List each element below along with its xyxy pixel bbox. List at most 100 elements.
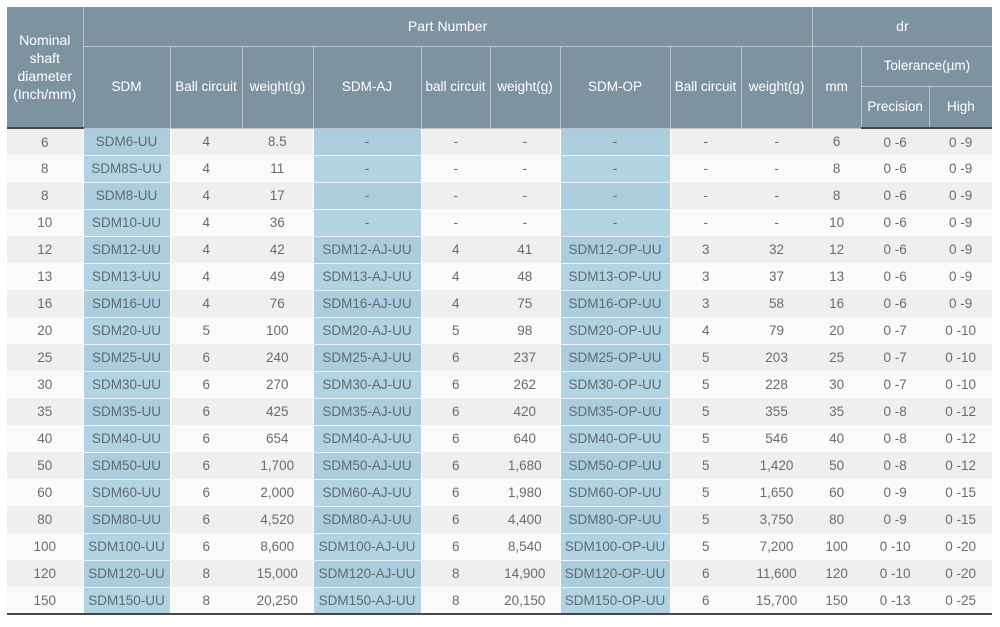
cell-sdm-part: SDM30-UU <box>82 371 171 399</box>
header-sdm-op: SDM-OP <box>559 45 671 129</box>
cell-tolerance-precision: 0 -9 <box>861 506 930 533</box>
cell-sdm-part: SDM40-UU <box>82 425 171 453</box>
table-header: Nominal shaft diameter (Inch/mm) Part Nu… <box>7 7 993 129</box>
cell-weight-sdm: 654 <box>242 425 313 452</box>
cell-weight-aj: - <box>490 209 560 236</box>
cell-tolerance-precision: 0 -6 <box>861 263 930 290</box>
cell-tolerance-precision: 0 -7 <box>861 317 930 344</box>
cell-weight-aj: 75 <box>490 290 560 317</box>
cell-ball-circuit-sdm: 4 <box>170 128 242 155</box>
cell-ball-circuit-sdm: 6 <box>170 371 242 398</box>
cell-tolerance-precision: 0 -6 <box>861 236 930 263</box>
cell-sdm-op-part: SDM16-OP-UU <box>559 290 671 318</box>
cell-mm: 40 <box>812 425 862 452</box>
cell-sdm-op-part: SDM13-OP-UU <box>559 263 671 291</box>
cell-ball-circuit-sdm: 6 <box>170 425 242 452</box>
cell-ball-circuit-op: 5 <box>670 371 741 398</box>
cell-ball-circuit-sdm: 4 <box>170 209 242 236</box>
cell-ball-circuit-op: 3 <box>670 290 741 317</box>
cell-weight-sdm: 425 <box>242 398 313 425</box>
cell-tolerance-high: 0 -15 <box>929 479 993 506</box>
cell-weight-sdm: 2,000 <box>242 479 313 506</box>
cell-tolerance-precision: 0 -13 <box>861 587 930 615</box>
cell-weight-aj: 48 <box>490 263 560 290</box>
cell-ball-circuit-aj: - <box>421 209 490 236</box>
cell-sdm-op-part: - <box>559 155 671 183</box>
header-sdm-aj: SDM-AJ <box>312 45 422 129</box>
cell-nominal-diameter: 10 <box>7 209 83 236</box>
cell-sdm-part: SDM8-UU <box>82 182 171 210</box>
cell-sdm-aj-part: SDM13-AJ-UU <box>312 263 422 291</box>
cell-nominal-diameter: 35 <box>7 398 83 425</box>
cell-mm: 35 <box>812 398 862 425</box>
cell-mm: 25 <box>812 344 862 371</box>
cell-ball-circuit-sdm: 6 <box>170 479 242 506</box>
cell-nominal-diameter: 25 <box>7 344 83 371</box>
cell-weight-aj: 420 <box>490 398 560 425</box>
cell-sdm-aj-part: SDM150-AJ-UU <box>312 587 422 615</box>
cell-ball-circuit-sdm: 6 <box>170 398 242 425</box>
cell-ball-circuit-aj: 6 <box>421 506 490 533</box>
table-row: 60 SDM60-UU 6 2,000 SDM60-AJ-UU 6 1,980 SDM60-O… <box>7 479 993 507</box>
cell-sdm-aj-part: - <box>312 128 422 156</box>
cell-weight-sdm: 8,600 <box>242 533 313 560</box>
cell-ball-circuit-op: 6 <box>670 560 741 587</box>
cell-weight-sdm: 20,250 <box>242 587 313 615</box>
cell-sdm-aj-part: SDM100-AJ-UU <box>312 533 422 561</box>
cell-ball-circuit-aj: - <box>421 182 490 209</box>
cell-sdm-part: SDM50-UU <box>82 452 171 480</box>
cell-tolerance-precision: 0 -8 <box>861 425 930 452</box>
cell-weight-aj: 41 <box>490 236 560 263</box>
cell-tolerance-precision: 0 -10 <box>861 533 930 560</box>
cell-sdm-aj-part: SDM120-AJ-UU <box>312 560 422 588</box>
cell-mm: 6 <box>812 128 862 155</box>
cell-weight-aj: 640 <box>490 425 560 452</box>
cell-tolerance-high: 0 -9 <box>929 182 993 209</box>
cell-sdm-part: SDM8S-UU <box>82 155 171 183</box>
cell-ball-circuit-sdm: 4 <box>170 236 242 263</box>
cell-sdm-op-part: SDM20-OP-UU <box>559 317 671 345</box>
cell-weight-sdm: 15,000 <box>242 560 313 587</box>
cell-weight-op: - <box>741 182 813 209</box>
cell-weight-op: 37 <box>741 263 813 290</box>
header-dr: dr <box>811 7 993 47</box>
cell-sdm-part: SDM100-UU <box>82 533 171 561</box>
cell-weight-sdm: 4,520 <box>242 506 313 533</box>
cell-weight-sdm: 270 <box>242 371 313 398</box>
cell-nominal-diameter: 8 <box>7 182 83 209</box>
cell-ball-circuit-op: 5 <box>670 479 741 506</box>
cell-ball-circuit-sdm: 4 <box>170 290 242 317</box>
cell-ball-circuit-sdm: 4 <box>170 155 242 182</box>
cell-ball-circuit-op: 6 <box>670 587 741 615</box>
cell-mm: 120 <box>812 560 862 587</box>
cell-mm: 20 <box>812 317 862 344</box>
cell-sdm-aj-part: - <box>312 182 422 210</box>
header-tolerance: Tolerance(µm) <box>860 45 993 87</box>
table-row: 120 SDM120-UU 8 15,000 SDM120-AJ-UU 8 14,900 SD… <box>7 560 993 588</box>
cell-weight-op: - <box>741 209 813 236</box>
cell-weight-sdm: 1,700 <box>242 452 313 479</box>
cell-weight-aj: 237 <box>490 344 560 371</box>
cell-ball-circuit-op: 5 <box>670 452 741 479</box>
cell-weight-aj: 4,400 <box>490 506 560 533</box>
cell-weight-op: 355 <box>741 398 813 425</box>
cell-sdm-op-part: SDM25-OP-UU <box>559 344 671 372</box>
cell-weight-op: 546 <box>741 425 813 452</box>
cell-mm: 60 <box>812 479 862 506</box>
cell-mm: 100 <box>812 533 862 560</box>
cell-weight-sdm: 49 <box>242 263 313 290</box>
cell-ball-circuit-op: 3 <box>670 236 741 263</box>
cell-weight-aj: 8,540 <box>490 533 560 560</box>
cell-tolerance-high: 0 -9 <box>929 155 993 182</box>
table-row: 35 SDM35-UU 6 425 SDM35-AJ-UU 6 420 SDM35-OP-UU… <box>7 398 993 426</box>
table-row: 10 SDM10-UU 4 36- - - - - -10 0 -6 0 -9 <box>7 209 993 237</box>
cell-sdm-aj-part: - <box>312 155 422 183</box>
cell-mm: 50 <box>812 452 862 479</box>
cell-sdm-part: SDM60-UU <box>82 479 171 507</box>
cell-weight-sdm: 240 <box>242 344 313 371</box>
cell-sdm-op-part: SDM60-OP-UU <box>559 479 671 507</box>
cell-ball-circuit-aj: 6 <box>421 398 490 425</box>
cell-sdm-part: SDM35-UU <box>82 398 171 426</box>
header-ball-circuit-aj: ball circuit <box>420 45 491 129</box>
cell-mm: 8 <box>812 155 862 182</box>
